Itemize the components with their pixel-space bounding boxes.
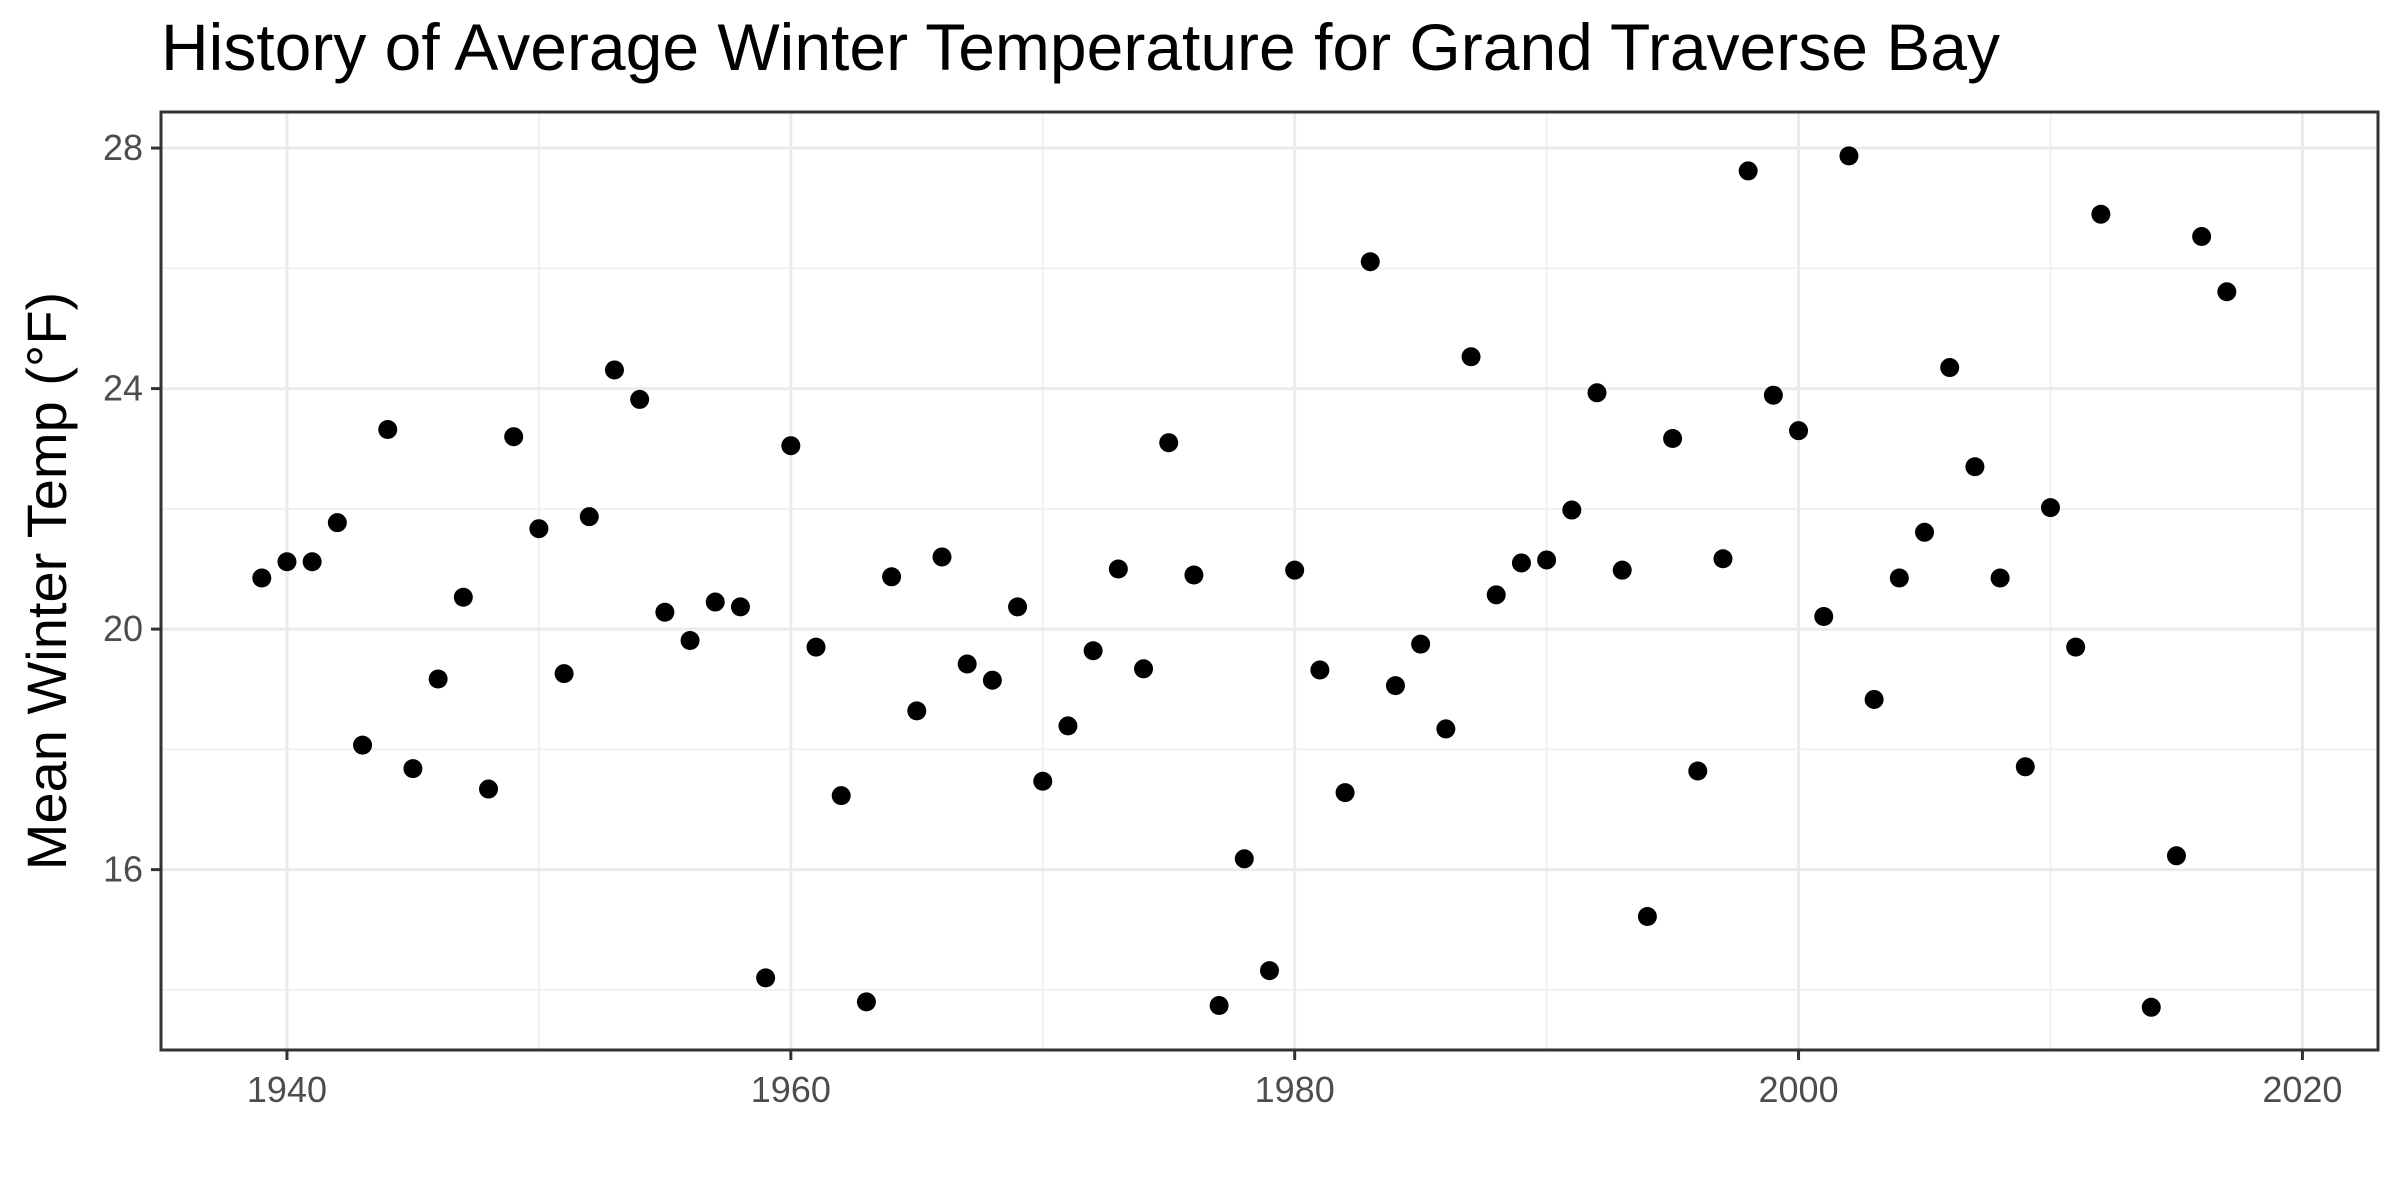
data-point — [1839, 146, 1859, 166]
data-point — [856, 992, 876, 1012]
chart-title: History of Average Winter Temperature fo… — [161, 10, 2000, 84]
data-point — [277, 552, 297, 572]
data-point — [1134, 659, 1154, 679]
data-point — [1436, 719, 1456, 739]
y-tick-label: 16 — [103, 849, 143, 890]
minor-gridlines — [161, 112, 2378, 1050]
data-point — [1234, 849, 1254, 869]
data-point — [353, 735, 373, 755]
data-point — [1864, 689, 1884, 709]
data-point — [302, 552, 322, 572]
data-point — [756, 968, 776, 988]
x-tick-label: 2020 — [2262, 1069, 2342, 1110]
y-tick-label: 24 — [103, 368, 143, 409]
data-point — [529, 519, 549, 539]
data-point — [2166, 846, 2186, 866]
data-point — [403, 759, 423, 779]
data-point — [705, 592, 725, 612]
data-point — [428, 669, 448, 689]
data-point — [1385, 676, 1405, 696]
data-point — [1612, 560, 1632, 580]
data-point — [2040, 498, 2060, 518]
data-point — [1940, 358, 1960, 378]
data-point — [479, 779, 499, 799]
y-tick-label: 20 — [103, 608, 143, 649]
data-point — [2091, 204, 2111, 224]
data-point — [932, 547, 952, 567]
data-point — [1763, 385, 1783, 405]
data-point — [1814, 606, 1834, 626]
data-point — [1285, 560, 1305, 580]
data-point — [1738, 161, 1758, 181]
y-axis-title: Mean Winter Temp (°F) — [15, 292, 78, 870]
data-point — [781, 436, 801, 456]
data-point — [655, 602, 675, 622]
data-point — [604, 360, 624, 380]
data-point — [579, 507, 599, 527]
data-point — [1915, 522, 1935, 542]
data-point — [1008, 597, 1028, 617]
data-point — [2141, 997, 2161, 1017]
data-point — [1663, 428, 1683, 448]
data-point — [1335, 783, 1355, 803]
y-axis-ticks: 16 20 24 28 — [103, 127, 161, 890]
data-point — [1688, 761, 1708, 781]
data-point — [1990, 568, 2010, 588]
data-point — [252, 568, 272, 588]
data-point — [806, 637, 826, 657]
data-point — [2066, 637, 2086, 657]
data-point — [907, 701, 927, 721]
data-point — [1587, 383, 1607, 403]
data-point — [1083, 641, 1103, 661]
data-point — [453, 587, 473, 607]
data-point — [1058, 716, 1078, 736]
data-point — [1159, 433, 1179, 453]
x-tick-label: 1940 — [247, 1069, 327, 1110]
x-tick-label: 2000 — [1759, 1069, 1839, 1110]
data-point — [378, 419, 398, 439]
y-tick-label: 28 — [103, 127, 143, 168]
data-point — [831, 786, 851, 806]
x-tick-label: 1980 — [1255, 1069, 1335, 1110]
data-point — [1789, 421, 1809, 441]
data-point — [957, 654, 977, 674]
data-point — [1360, 252, 1380, 272]
x-axis-ticks: 1940 1960 1980 2000 2020 — [247, 1050, 2342, 1110]
data-point — [1461, 347, 1481, 367]
data-point — [2015, 757, 2035, 777]
data-point — [1033, 771, 1053, 791]
plot-panel-border — [159, 110, 2380, 1052]
data-point — [1184, 565, 1204, 585]
data-point — [1537, 550, 1557, 570]
data-point — [730, 597, 750, 617]
data-point — [630, 389, 650, 409]
data-point — [1889, 568, 1909, 588]
data-point — [1965, 457, 1985, 477]
x-tick-label: 1960 — [751, 1069, 831, 1110]
data-point — [1411, 634, 1431, 654]
data-point — [2217, 282, 2237, 302]
data-point — [554, 664, 574, 684]
data-point — [1209, 996, 1229, 1016]
data-point — [2192, 226, 2212, 246]
major-gridlines — [161, 112, 2378, 1050]
data-points — [252, 146, 2237, 1017]
data-point — [882, 567, 902, 587]
data-point — [1260, 961, 1279, 981]
data-point — [504, 427, 524, 447]
data-point — [1562, 500, 1582, 520]
data-point — [1511, 553, 1531, 573]
data-point — [680, 631, 700, 651]
data-point — [982, 670, 1002, 690]
data-point — [1637, 907, 1657, 927]
data-point — [1486, 585, 1506, 605]
data-point — [1310, 660, 1330, 680]
data-point — [327, 513, 347, 533]
data-point — [1713, 549, 1733, 569]
data-point — [1108, 559, 1128, 579]
